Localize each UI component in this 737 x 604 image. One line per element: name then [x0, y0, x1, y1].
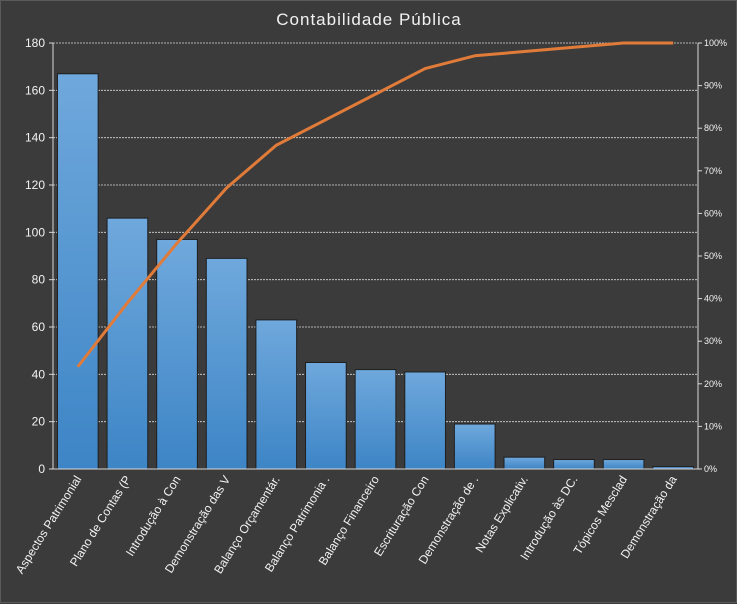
y-tick-label-2: 40 [32, 367, 46, 381]
y2-tick-label-7: 70% [704, 166, 722, 176]
category-label-7: Escrituração Con [371, 473, 432, 558]
y-tick-label-5: 100 [25, 225, 45, 239]
bar-9 [504, 457, 545, 469]
grid-lines [53, 43, 698, 422]
y2-axis-ticks: 0% 10% 20% 30% 40% 50% 60% 70% 80% 90% 100% [698, 38, 727, 474]
bar-5 [306, 363, 347, 470]
y-tick-label-8: 160 [25, 83, 45, 97]
y2-tick-label-0: 0% [704, 464, 717, 474]
bar-1 [107, 218, 148, 469]
y2-tick-label-4: 40% [704, 294, 722, 304]
category-label-11: Tópicos Mesclad [571, 473, 631, 557]
y-tick-label-7: 140 [25, 131, 45, 145]
y2-tick-label-10: 100% [704, 38, 727, 48]
y2-tick-label-2: 20% [704, 379, 722, 389]
y-tick-label-6: 120 [25, 178, 45, 192]
bar-8 [454, 424, 495, 469]
chart-title: Contabilidade Pública [276, 10, 461, 29]
bar-0 [57, 74, 98, 469]
bar-11 [603, 460, 644, 469]
y-tick-label-3: 60 [32, 320, 46, 334]
bar-6 [355, 370, 396, 469]
y2-tick-label-8: 80% [704, 123, 722, 133]
y-tick-label-9: 180 [25, 36, 45, 50]
y-tick-label-0: 0 [38, 462, 45, 476]
category-label-9: Notas Explicativ. [472, 473, 530, 555]
y2-tick-label-6: 60% [704, 208, 722, 218]
y-tick-label-1: 20 [32, 415, 46, 429]
y2-tick-label-5: 50% [704, 251, 722, 261]
y2-tick-label-3: 30% [704, 336, 722, 346]
y2-tick-label-1: 10% [704, 421, 722, 431]
category-label-12: Demonstração da [618, 473, 680, 561]
bar-7 [405, 372, 446, 469]
y-axis-ticks: 0 20 40 60 80 100 120 140 160 180 [25, 36, 53, 476]
bar-10 [554, 460, 595, 469]
bar-2 [157, 239, 198, 469]
category-label-2: Introdução à Con [123, 473, 184, 558]
y-tick-label-4: 80 [32, 273, 46, 287]
y2-tick-label-9: 90% [704, 81, 722, 91]
bar-3 [206, 258, 247, 469]
bar-4 [256, 320, 297, 469]
